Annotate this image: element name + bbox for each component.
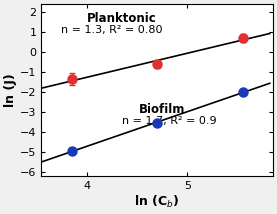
Text: Biofilm: Biofilm [139,103,185,116]
Text: Planktonic: Planktonic [87,12,156,25]
Y-axis label: ln (J): ln (J) [4,73,17,107]
X-axis label: ln (C$_b$): ln (C$_b$) [134,194,180,210]
Text: n = 1.7, R² = 0.9: n = 1.7, R² = 0.9 [122,116,216,126]
Text: n = 1.3, R² = 0.80: n = 1.3, R² = 0.80 [61,25,163,35]
